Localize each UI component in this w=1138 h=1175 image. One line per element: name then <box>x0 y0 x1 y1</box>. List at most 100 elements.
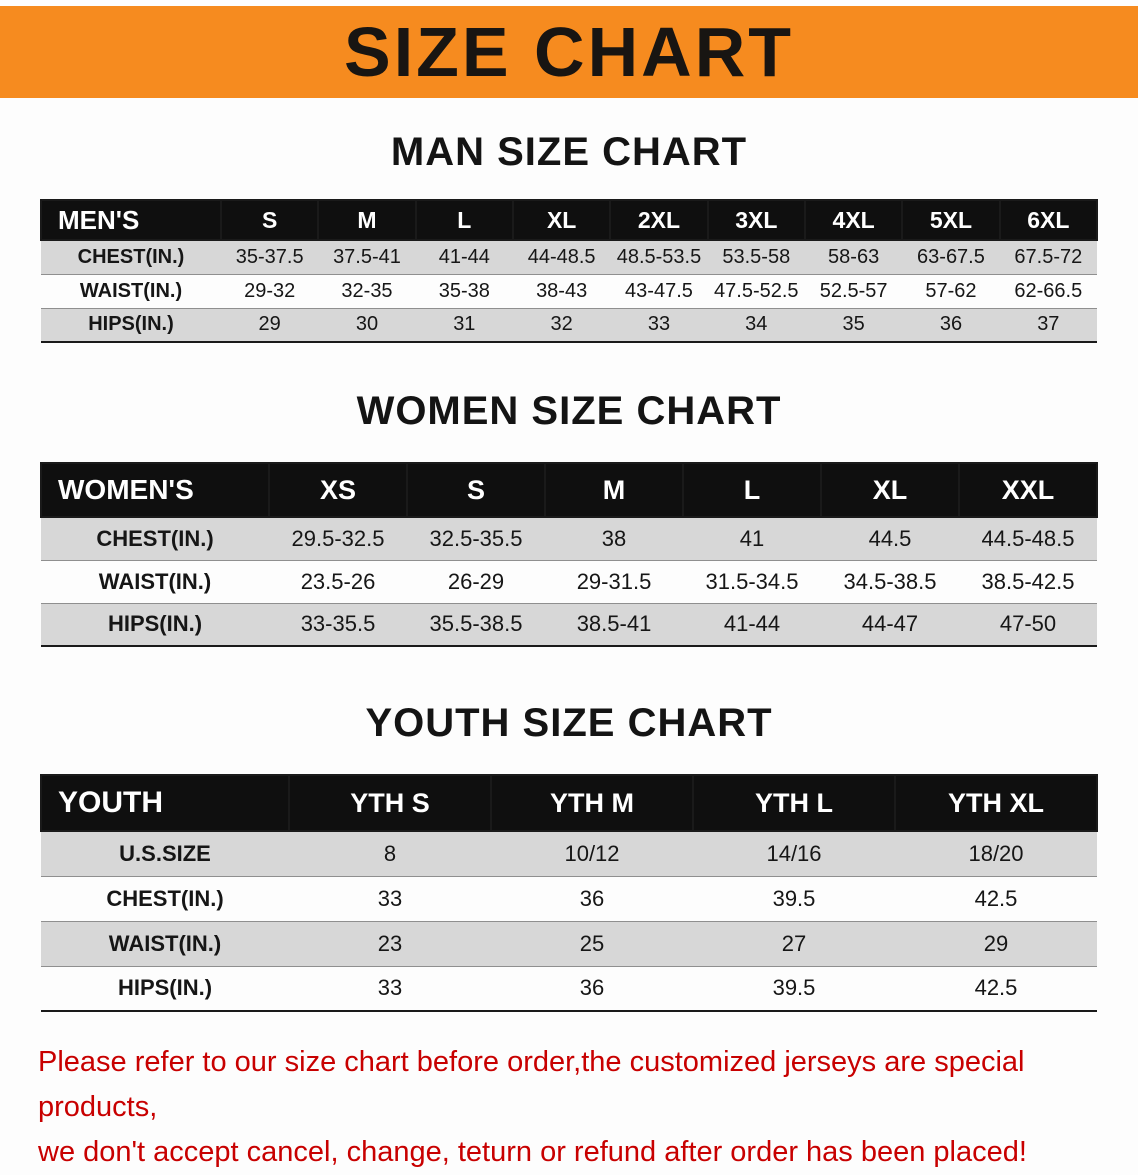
size-value: 47-50 <box>959 603 1097 647</box>
size-value: 44-48.5 <box>512 240 611 275</box>
size-value: 39.5 <box>693 876 895 922</box>
column-header: S <box>219 199 320 241</box>
size-value: 31.5-34.5 <box>683 560 821 604</box>
column-header: YTH M <box>490 774 694 832</box>
column-header: YTH XL <box>894 774 1098 832</box>
column-header: XXL <box>958 462 1098 518</box>
column-header: XS <box>268 462 408 518</box>
size-value: 33 <box>289 876 491 922</box>
row-label: CHEST(IN.) <box>41 240 221 275</box>
table-row: HIPS(IN.) 33-35.5 35.5-38.5 38.5-41 41-44 44-… <box>41 603 1097 647</box>
table-row: HIPS(IN.) 29 30 31 32 33 34 35 36 37 <box>41 308 1097 343</box>
youth-section-heading: YOUTH SIZE CHART <box>365 701 773 745</box>
table-row: U.S.SIZE 8 10/12 14/16 18/20 <box>41 831 1097 877</box>
row-label: HIPS(IN.) <box>41 308 221 343</box>
size-value: 33-35.5 <box>269 603 407 647</box>
banner-title: SIZE CHART <box>344 13 794 91</box>
size-value: 29 <box>895 921 1097 967</box>
table-title: WOMEN'S <box>40 462 270 518</box>
disclaimer-line-1: Please refer to our size chart before or… <box>38 1046 1025 1123</box>
column-header: XL <box>511 199 612 241</box>
row-label: U.S.SIZE <box>41 831 289 877</box>
size-value: 27 <box>693 921 895 967</box>
size-value: 37 <box>999 308 1097 343</box>
size-value: 26-29 <box>407 560 545 604</box>
header-row: YOUTH YTH S YTH M YTH L YTH XL <box>40 774 1098 832</box>
column-header: S <box>406 462 546 518</box>
size-value: 29.5-32.5 <box>269 517 407 561</box>
size-value: 38 <box>545 517 683 561</box>
size-value: 62-66.5 <box>999 274 1097 309</box>
women-section-heading: WOMEN SIZE CHART <box>356 389 782 433</box>
size-value: 32-35 <box>318 274 416 309</box>
size-value: 47.5-52.5 <box>707 274 805 309</box>
size-value: 14/16 <box>693 831 895 877</box>
men-size-table: MEN'S S M L XL 2XL 3XL 4XL 5XL 6XL CHEST(IN.) 35-37… <box>40 199 1099 343</box>
row-label: HIPS(IN.) <box>41 603 269 647</box>
size-value: 32.5-35.5 <box>407 517 545 561</box>
column-header: YTH L <box>692 774 896 832</box>
size-value: 29 <box>221 308 319 343</box>
row-label: CHEST(IN.) <box>41 876 289 922</box>
banner: SIZE CHART <box>0 6 1138 98</box>
men-section-heading: MAN SIZE CHART <box>390 130 748 174</box>
size-value: 18/20 <box>895 831 1097 877</box>
size-value: 63-67.5 <box>902 240 1000 275</box>
column-header: M <box>317 199 417 241</box>
size-value: 35 <box>804 308 903 343</box>
size-value: 67.5-72 <box>999 240 1097 275</box>
size-value: 30 <box>318 308 416 343</box>
size-value: 53.5-58 <box>707 240 805 275</box>
size-value: 41-44 <box>683 603 821 647</box>
column-header: L <box>682 462 822 518</box>
size-value: 23.5-26 <box>269 560 407 604</box>
table-row: WAIST(IN.) 23 25 27 29 <box>41 921 1097 967</box>
column-header: YTH S <box>288 774 492 832</box>
size-value: 29-31.5 <box>545 560 683 604</box>
size-value: 38.5-42.5 <box>959 560 1097 604</box>
table-row: WAIST(IN.) 23.5-26 26-29 29-31.5 31.5-34.5 34… <box>41 560 1097 604</box>
size-value: 34 <box>707 308 805 343</box>
size-value: 10/12 <box>491 831 693 877</box>
size-value: 39.5 <box>693 966 895 1012</box>
size-value: 34.5-38.5 <box>821 560 959 604</box>
women-size-table: WOMEN'S XS S M L XL XXL CHEST(IN.) 29.5-32.5 32.5… <box>40 462 1098 647</box>
column-header: 3XL <box>706 199 806 241</box>
size-value: 25 <box>491 921 693 967</box>
table-row: CHEST(IN.) 35-37.5 37.5-41 41-44 44-48.5 48.5… <box>41 240 1097 275</box>
youth-size-table: YOUTH YTH S YTH M YTH L YTH XL U.S.SIZE 8 10/12… <box>40 774 1098 1012</box>
size-value: 44.5-48.5 <box>959 517 1097 561</box>
table-row: HIPS(IN.) 33 36 39.5 42.5 <box>41 966 1097 1012</box>
size-value: 33 <box>289 966 491 1012</box>
size-value: 29-32 <box>221 274 319 309</box>
column-header: 6XL <box>998 199 1099 241</box>
column-header: 2XL <box>609 199 709 241</box>
size-value: 36 <box>491 966 693 1012</box>
size-value: 38-43 <box>512 274 611 309</box>
disclaimer-note: Please refer to our size chart before or… <box>38 1040 1100 1175</box>
row-label: CHEST(IN.) <box>41 517 269 561</box>
size-value: 36 <box>491 876 693 922</box>
size-value: 35-37.5 <box>221 240 319 275</box>
header-row: WOMEN'S XS S M L XL XXL <box>40 462 1098 518</box>
size-value: 38.5-41 <box>545 603 683 647</box>
size-value: 42.5 <box>895 876 1097 922</box>
size-value: 35-38 <box>415 274 513 309</box>
row-label: WAIST(IN.) <box>41 921 289 967</box>
size-value: 41 <box>683 517 821 561</box>
size-value: 36 <box>902 308 1000 343</box>
table-title: MEN'S <box>40 199 222 241</box>
header-row: MEN'S S M L XL 2XL 3XL 4XL 5XL 6XL <box>40 199 1099 241</box>
row-label: WAIST(IN.) <box>41 560 269 604</box>
size-value: 42.5 <box>895 966 1097 1012</box>
size-value: 23 <box>289 921 491 967</box>
row-label: HIPS(IN.) <box>41 966 289 1012</box>
size-value: 57-62 <box>902 274 1000 309</box>
size-value: 32 <box>512 308 611 343</box>
column-header: 4XL <box>803 199 904 241</box>
size-value: 44.5 <box>821 517 959 561</box>
column-header: M <box>544 462 684 518</box>
table-row: CHEST(IN.) 29.5-32.5 32.5-35.5 38 41 44.5 44.5… <box>41 517 1097 561</box>
size-value: 37.5-41 <box>318 240 416 275</box>
column-header: XL <box>820 462 960 518</box>
